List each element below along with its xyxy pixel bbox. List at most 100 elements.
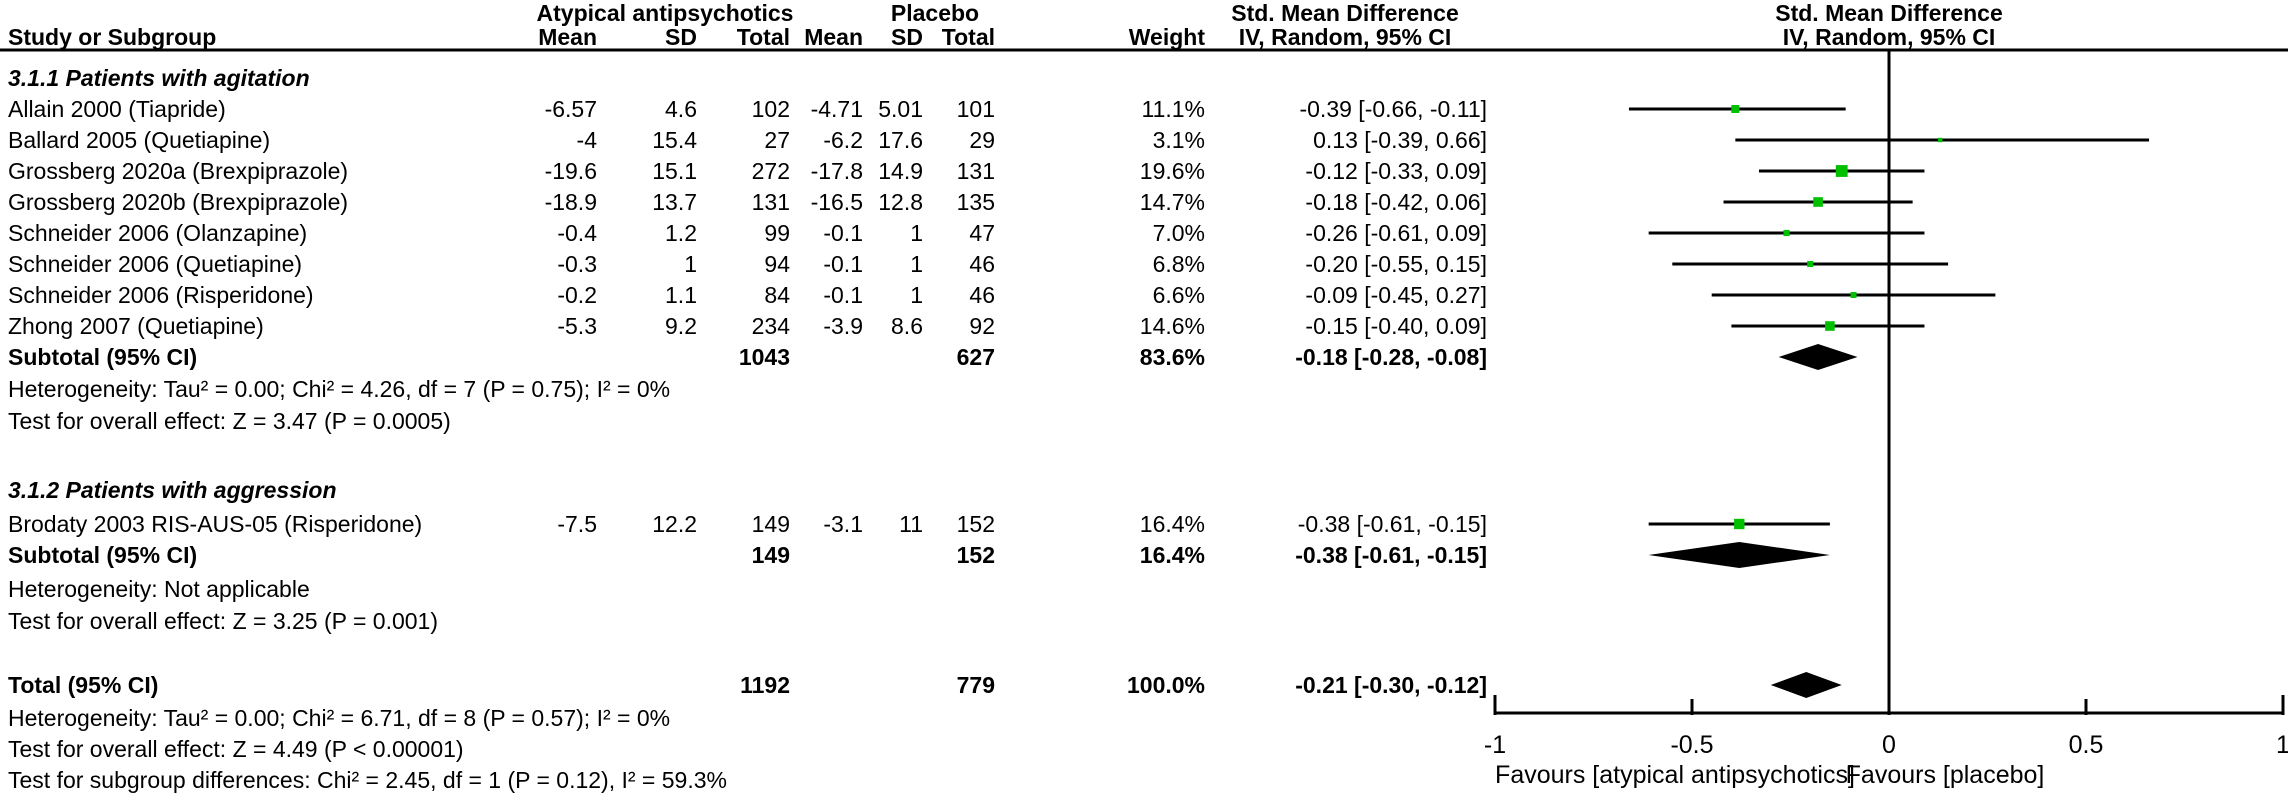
ci-value: -0.18 [-0.42, 0.06] bbox=[1305, 189, 1487, 215]
effect-square bbox=[1807, 260, 1814, 268]
mean2-value: -3.1 bbox=[823, 511, 863, 537]
header-weight-col: Weight bbox=[1128, 24, 1205, 50]
total1-value: 272 bbox=[751, 158, 790, 184]
header-effect-right: Std. Mean Difference bbox=[1775, 0, 2003, 26]
total1-value: 94 bbox=[764, 251, 790, 277]
effect-square bbox=[1734, 518, 1745, 530]
effect-square bbox=[1783, 229, 1790, 237]
sd1-value: 1.2 bbox=[665, 220, 697, 246]
total1-value: 131 bbox=[751, 189, 790, 215]
mean1-value: -5.3 bbox=[557, 313, 597, 339]
mean1-value: -18.9 bbox=[544, 189, 597, 215]
ci-value: -0.26 [-0.61, 0.09] bbox=[1305, 220, 1487, 246]
weight-value: 6.6% bbox=[1152, 282, 1205, 308]
study-label: Zhong 2007 (Quetiapine) bbox=[8, 313, 264, 339]
ci-value: -0.09 [-0.45, 0.27] bbox=[1305, 282, 1487, 308]
header-mean2-col: Mean bbox=[804, 24, 863, 50]
header-study-col: Study or Subgroup bbox=[8, 24, 217, 50]
total-label: Subtotal (95% CI) bbox=[8, 542, 198, 568]
heterogeneity-line: Heterogeneity: Not applicable bbox=[8, 576, 310, 602]
favours-right-label: Favours [placebo] bbox=[1846, 761, 2045, 789]
sd1-value: 9.2 bbox=[665, 313, 697, 339]
weight-value: 16.4% bbox=[1139, 511, 1205, 537]
weight-value: 100.0% bbox=[1126, 672, 1205, 698]
ci-value: -0.12 [-0.33, 0.09] bbox=[1305, 158, 1487, 184]
ci-value: -0.21 [-0.30, -0.12] bbox=[1295, 672, 1487, 698]
total1-value: 149 bbox=[751, 542, 790, 568]
total2-value: 152 bbox=[956, 511, 995, 537]
header-mean1-col: Mean bbox=[538, 24, 597, 50]
sd1-value: 15.4 bbox=[652, 127, 697, 153]
total2-value: 29 bbox=[969, 127, 995, 153]
mean2-value: -17.8 bbox=[810, 158, 863, 184]
ci-value: -0.38 [-0.61, -0.15] bbox=[1295, 542, 1487, 568]
axis-tick-label: -1 bbox=[1484, 731, 1506, 759]
mean1-value: -7.5 bbox=[557, 511, 597, 537]
study-label: Allain 2000 (Tiapride) bbox=[8, 96, 226, 122]
effect-square bbox=[1835, 165, 1848, 177]
mean2-value: -0.1 bbox=[823, 220, 863, 246]
weight-value: 19.6% bbox=[1139, 158, 1205, 184]
sd1-value: 1 bbox=[684, 251, 697, 277]
mean1-value: -4 bbox=[576, 127, 597, 153]
sd2-value: 17.6 bbox=[878, 127, 923, 153]
sd1-value: 13.7 bbox=[652, 189, 697, 215]
total-heterogeneity-line: Heterogeneity: Tau² = 0.00; Chi² = 6.71,… bbox=[8, 705, 671, 731]
effect-square bbox=[1850, 292, 1857, 298]
total1-value: 99 bbox=[764, 220, 790, 246]
total2-value: 46 bbox=[969, 251, 995, 277]
subtotal-diamond bbox=[1648, 542, 1830, 568]
mean1-value: -6.57 bbox=[544, 96, 597, 122]
total-label: Subtotal (95% CI) bbox=[8, 344, 198, 370]
sd1-value: 4.6 bbox=[665, 96, 697, 122]
mean1-value: -0.3 bbox=[557, 251, 597, 277]
effect-square bbox=[1731, 105, 1740, 113]
heterogeneity-line: Heterogeneity: Tau² = 0.00; Chi² = 4.26,… bbox=[8, 376, 671, 402]
sd1-value: 1.1 bbox=[665, 282, 697, 308]
axis-tick-label: 0.5 bbox=[2069, 731, 2104, 759]
sd2-value: 5.01 bbox=[878, 96, 923, 122]
weight-value: 14.6% bbox=[1139, 313, 1205, 339]
mean2-value: -0.1 bbox=[823, 251, 863, 277]
ci-value: -0.39 [-0.66, -0.11] bbox=[1299, 96, 1487, 122]
total-label: Total (95% CI) bbox=[8, 672, 159, 698]
header-ci-col-left: IV, Random, 95% CI bbox=[1238, 24, 1452, 50]
total1-value: 1192 bbox=[740, 672, 790, 698]
study-label: Schneider 2006 (Olanzapine) bbox=[8, 220, 308, 246]
header-sd2-col: SD bbox=[891, 24, 923, 50]
mean2-value: -3.9 bbox=[823, 313, 863, 339]
study-label: Brodaty 2003 RIS-AUS-05 (Risperidone) bbox=[8, 511, 423, 537]
ci-value: -0.20 [-0.55, 0.15] bbox=[1305, 251, 1487, 277]
header-total2-col: Total bbox=[941, 24, 995, 50]
sd2-value: 8.6 bbox=[891, 313, 923, 339]
overall-effect-line: Test for overall effect: Z = 3.25 (P = 0… bbox=[8, 608, 438, 634]
section-header: 3.1.1 Patients with agitation bbox=[8, 65, 310, 91]
header-sd1-col: SD bbox=[665, 24, 697, 50]
header-effect-left: Std. Mean Difference bbox=[1231, 0, 1459, 26]
axis-tick-label: -0.5 bbox=[1670, 731, 1713, 759]
weight-value: 83.6% bbox=[1139, 344, 1205, 370]
total2-value: 46 bbox=[969, 282, 995, 308]
total1-value: 149 bbox=[751, 511, 790, 537]
weight-value: 11.1% bbox=[1141, 96, 1205, 122]
axis-tick-label: 0 bbox=[1882, 731, 1896, 759]
header-group-experimental: Atypical antipsychotics bbox=[536, 0, 794, 26]
overall-effect-line: Test for overall effect: Z = 3.47 (P = 0… bbox=[8, 408, 451, 434]
total2-value: 627 bbox=[956, 344, 995, 370]
effect-square bbox=[1825, 321, 1835, 331]
sd2-value: 1 bbox=[910, 251, 923, 277]
total-diamond bbox=[1770, 672, 1842, 698]
mean2-value: -6.2 bbox=[823, 127, 863, 153]
sd1-value: 15.1 bbox=[652, 158, 697, 184]
weight-value: 7.0% bbox=[1152, 220, 1205, 246]
weight-value: 6.8% bbox=[1152, 251, 1205, 277]
effect-square bbox=[1938, 137, 1943, 143]
header-total1-col: Total bbox=[736, 24, 790, 50]
mean1-value: -0.2 bbox=[557, 282, 597, 308]
favours-left-label: Favours [atypical antipsychotics] bbox=[1495, 761, 1855, 789]
study-label: Grossberg 2020a (Brexpiprazole) bbox=[8, 158, 349, 184]
weight-value: 3.1% bbox=[1152, 127, 1205, 153]
study-label: Grossberg 2020b (Brexpiprazole) bbox=[8, 189, 349, 215]
axis-tick-label: 1 bbox=[2276, 731, 2288, 759]
